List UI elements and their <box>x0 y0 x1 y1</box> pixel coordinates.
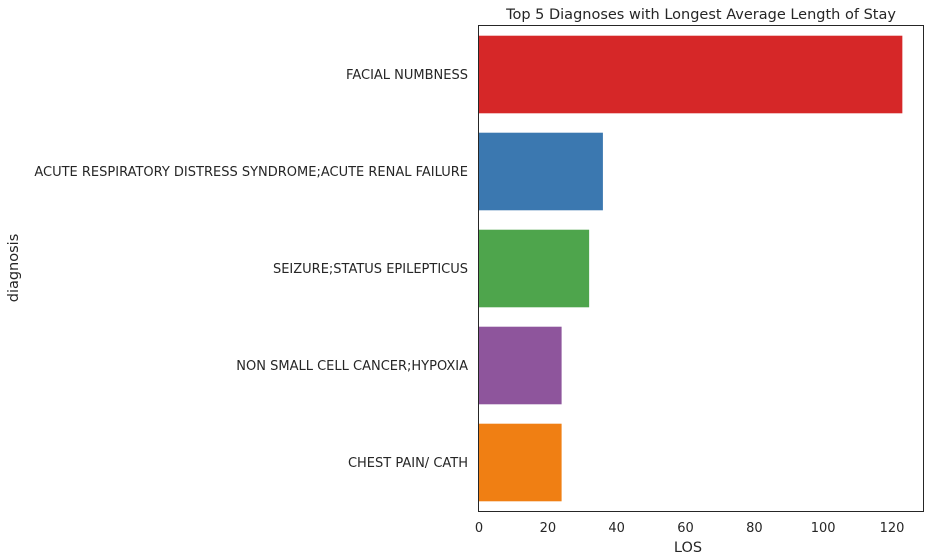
bar-2 <box>479 132 603 211</box>
bar-1 <box>479 35 903 114</box>
category-label: FACIAL NUMBNESS <box>346 68 468 83</box>
bar-5 <box>479 423 562 502</box>
x-tick-label: 80 <box>746 521 763 536</box>
x-tick-label: 20 <box>540 521 557 536</box>
bar-4 <box>479 326 562 405</box>
x-tick-label: 100 <box>811 521 836 536</box>
category-label: CHEST PAIN/ CATH <box>348 456 468 471</box>
x-tick-label: 60 <box>677 521 694 536</box>
category-label: SEIZURE;STATUS EPILEPTICUS <box>273 262 468 277</box>
bars-group <box>479 35 903 502</box>
category-labels: FACIAL NUMBNESS ACUTE RESPIRATORY DISTRES… <box>34 68 468 471</box>
chart-title: Top 5 Diagnoses with Longest Average Len… <box>505 7 896 23</box>
x-axis-label: LOS <box>674 540 702 556</box>
plot-area-frame <box>478 25 924 512</box>
x-tick-label: 40 <box>608 521 625 536</box>
x-axis-ticks: 0 20 40 60 80 100 120 <box>475 521 905 536</box>
y-axis-label: diagnosis <box>6 234 22 303</box>
bar-3 <box>479 229 590 308</box>
x-tick-label: 0 <box>475 521 483 536</box>
x-tick-label: 120 <box>880 521 905 536</box>
category-label: ACUTE RESPIRATORY DISTRESS SYNDROME;ACUT… <box>34 165 468 180</box>
category-label: NON SMALL CELL CANCER;HYPOXIA <box>236 359 468 374</box>
